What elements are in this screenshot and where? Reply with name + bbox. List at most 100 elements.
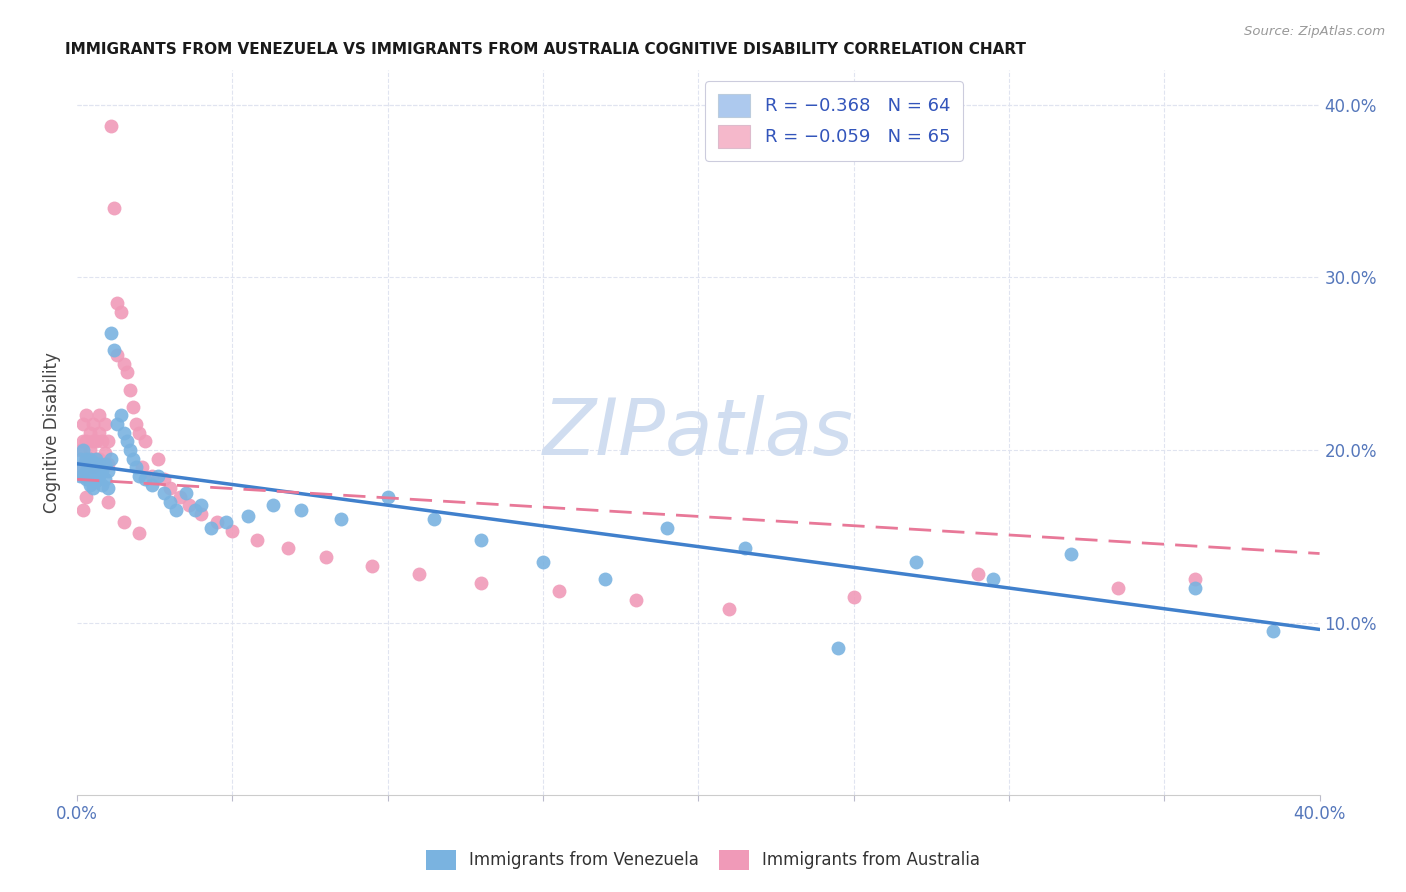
Point [236, 508, 259, 523]
Point [904, 555, 927, 569]
Point [190, 507, 212, 521]
Point [84, 464, 107, 478]
Text: ZIPatlas: ZIPatlas [543, 395, 853, 471]
Point [174, 486, 197, 500]
Point [72, 460, 94, 475]
Point [146, 451, 169, 466]
Point [79, 442, 101, 457]
Point [1184, 581, 1206, 595]
Point [128, 525, 150, 540]
Point [470, 575, 492, 590]
Y-axis label: Cognitive Disability: Cognitive Disability [44, 352, 60, 513]
Point [69, 442, 91, 457]
Point [91, 455, 114, 469]
Point [79, 425, 101, 440]
Point [97, 457, 120, 471]
Point [1184, 573, 1206, 587]
Point [141, 477, 163, 491]
Point [91, 464, 114, 478]
Point [624, 593, 647, 607]
Point [72, 503, 94, 517]
Point [221, 524, 243, 538]
Point [82, 417, 104, 431]
Point [153, 486, 176, 500]
Point [84, 434, 107, 449]
Point [262, 498, 284, 512]
Point [100, 451, 122, 466]
Point [125, 417, 148, 431]
Point [84, 451, 107, 466]
Point [75, 464, 97, 478]
Point [84, 474, 107, 488]
Point [177, 498, 200, 512]
Point [82, 455, 104, 469]
Point [128, 468, 150, 483]
Point [75, 409, 97, 423]
Point [100, 119, 122, 133]
Point [159, 481, 181, 495]
Point [470, 533, 492, 547]
Point [112, 425, 135, 440]
Point [134, 434, 156, 449]
Point [87, 457, 110, 471]
Point [842, 590, 865, 604]
Point [72, 442, 94, 457]
Point [94, 457, 117, 471]
Point [87, 425, 110, 440]
Point [75, 490, 97, 504]
Point [408, 567, 430, 582]
Point [657, 521, 679, 535]
Point [82, 468, 104, 483]
Point [107, 417, 129, 431]
Point [200, 521, 222, 535]
Point [718, 601, 741, 615]
Point [84, 451, 107, 466]
Point [110, 409, 132, 423]
Point [118, 442, 141, 457]
Point [361, 558, 384, 573]
Point [87, 409, 110, 423]
Point [82, 481, 104, 495]
Point [593, 573, 616, 587]
Point [82, 434, 104, 449]
Point [169, 490, 191, 504]
Point [79, 451, 101, 466]
Point [547, 584, 569, 599]
Point [734, 541, 756, 556]
Point [277, 541, 299, 556]
Point [75, 434, 97, 449]
Point [103, 343, 125, 357]
Point [1060, 547, 1083, 561]
Point [107, 296, 129, 310]
Point [100, 326, 122, 340]
Point [107, 348, 129, 362]
Point [97, 495, 120, 509]
Point [75, 472, 97, 486]
Point [315, 549, 337, 564]
Point [72, 468, 94, 483]
Point [190, 498, 212, 512]
Point [97, 464, 120, 478]
Point [423, 512, 446, 526]
Point [166, 503, 188, 517]
Legend: Immigrants from Venezuela, Immigrants from Australia: Immigrants from Venezuela, Immigrants fr… [419, 843, 987, 877]
Text: IMMIGRANTS FROM VENEZUELA VS IMMIGRANTS FROM AUSTRALIA COGNITIVE DISABILITY CORR: IMMIGRANTS FROM VENEZUELA VS IMMIGRANTS … [65, 42, 1025, 57]
Point [110, 305, 132, 319]
Point [103, 202, 125, 216]
Point [131, 460, 153, 475]
Point [75, 451, 97, 466]
Point [115, 365, 138, 379]
Point [146, 468, 169, 483]
Point [205, 516, 228, 530]
Point [377, 490, 399, 504]
Point [215, 516, 238, 530]
Point [153, 472, 176, 486]
Point [72, 468, 94, 483]
Point [97, 481, 120, 495]
Point [97, 434, 120, 449]
Point [91, 434, 114, 449]
Point [122, 400, 145, 414]
Point [115, 434, 138, 449]
Point [128, 425, 150, 440]
Point [69, 468, 91, 483]
